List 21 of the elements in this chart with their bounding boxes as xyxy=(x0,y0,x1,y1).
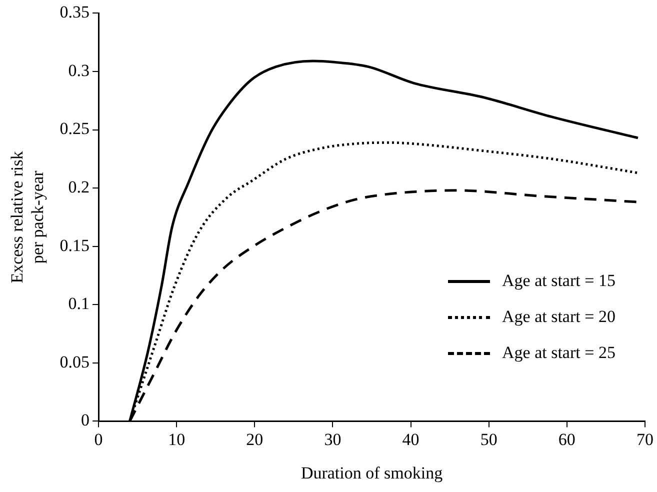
y-tick-label: 0.2 xyxy=(68,178,90,197)
x-tick-label: 20 xyxy=(246,430,264,449)
legend-label: Age at start = 20 xyxy=(502,307,616,328)
y-tick-label: 0.05 xyxy=(60,352,90,372)
x-tick-label: 30 xyxy=(324,430,342,449)
x-tick-label: 0 xyxy=(94,430,103,449)
legend-label: Age at start = 15 xyxy=(502,271,616,292)
y-tick-label: 0.3 xyxy=(68,60,90,80)
y-axis-title: Excess relative risk per pack-year xyxy=(8,150,48,284)
x-tick-label: 10 xyxy=(168,430,186,449)
x-axis-title: Duration of smoking xyxy=(300,463,444,482)
y-tick-label: 0.25 xyxy=(60,119,90,138)
x-tick-label: 50 xyxy=(480,430,498,449)
x-tick-label: 70 xyxy=(636,430,654,449)
y-tick-label: 0 xyxy=(81,410,90,430)
x-tick-label: 60 xyxy=(558,430,576,449)
legend-label: Age at start = 25 xyxy=(502,343,616,364)
y-tick-label: 0.15 xyxy=(60,236,90,255)
y-tick-label: 0.35 xyxy=(60,2,90,22)
y-tick-label: 0.1 xyxy=(68,294,90,314)
x-tick-label: 40 xyxy=(402,430,420,449)
